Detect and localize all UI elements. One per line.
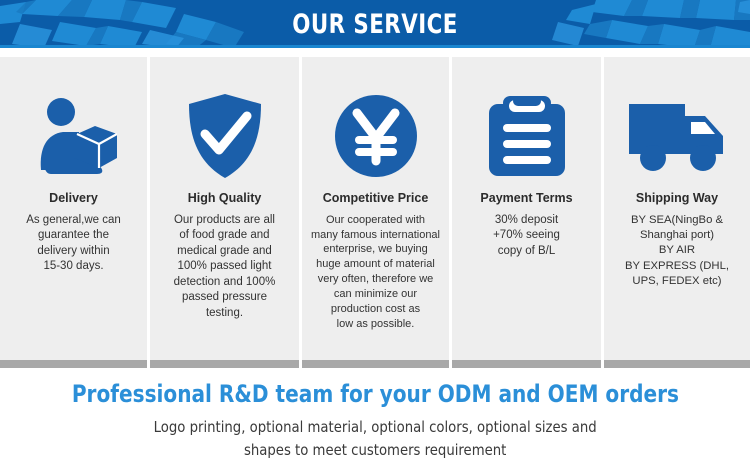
card-body: BY SEA(NingBo & Shanghai port) BY AIR BY… <box>624 213 729 287</box>
card-title: High Quality <box>187 191 262 205</box>
card-body: As general,we can guarantee the delivery… <box>26 213 121 273</box>
clipboard-icon <box>485 83 569 188</box>
service-card-payment-terms: Payment Terms 30% deposit +70% seeing co… <box>452 57 604 368</box>
card-footer-bar <box>604 360 750 368</box>
card-footer-bar <box>0 360 147 368</box>
footer-headline: Professional R&D team for your ODM and O… <box>71 380 679 408</box>
yen-circle-icon <box>333 83 419 188</box>
delivery-person-box-icon <box>31 83 117 188</box>
truck-icon <box>627 83 727 188</box>
card-body: Our products are all of food grade and m… <box>173 213 276 319</box>
header-bar: OUR SERVICE <box>0 0 750 48</box>
card-footer-bar <box>452 360 601 368</box>
card-footer-bar <box>302 360 449 368</box>
shield-check-icon <box>185 83 265 188</box>
service-card-high-quality: High Quality Our products are all of foo… <box>150 57 302 368</box>
card-title: Payment Terms <box>480 191 573 205</box>
card-body: 30% deposit +70% seeing copy of B/L <box>493 213 560 257</box>
card-title: Delivery <box>49 191 98 205</box>
service-card-competitive-price: Competitive Price Our cooperated with ma… <box>302 57 452 368</box>
header-accent-stripe <box>0 45 750 48</box>
header-decorative-pattern <box>0 0 750 48</box>
footer-section: Professional R&D team for your ODM and O… <box>0 368 750 471</box>
card-body: Our cooperated with many famous internat… <box>310 213 440 330</box>
page-title: OUR SERVICE <box>292 8 458 40</box>
card-title: Shipping Way <box>635 191 719 205</box>
service-cards-row: Delivery As general,we can guarantee the… <box>0 57 750 368</box>
service-card-shipping-way: Shipping Way BY SEA(NingBo & Shanghai po… <box>604 57 750 368</box>
service-card-delivery: Delivery As general,we can guarantee the… <box>0 57 150 368</box>
footer-subtitle: Logo printing, optional material, option… <box>153 418 597 460</box>
card-title: Competitive Price <box>322 191 429 205</box>
card-footer-bar <box>150 360 299 368</box>
